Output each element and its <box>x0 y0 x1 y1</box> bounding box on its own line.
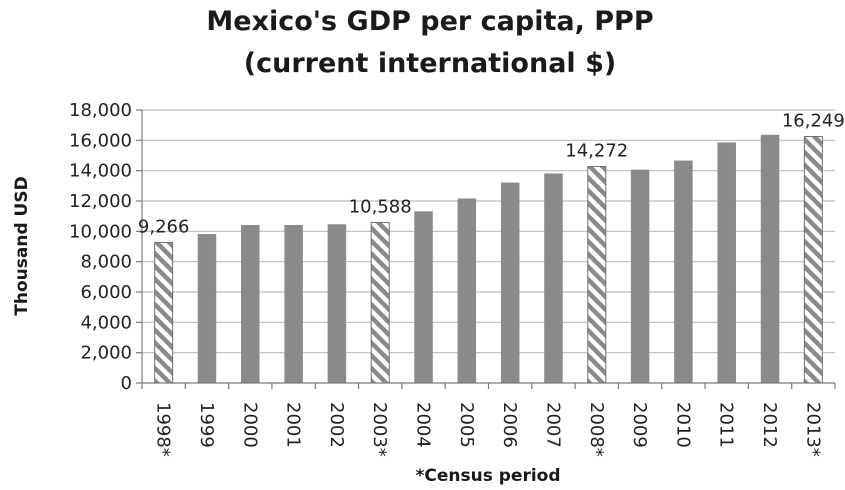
x-tick-label: 2007 <box>542 402 563 448</box>
x-tick-label: 2000 <box>239 402 260 448</box>
x-tick-label: 2003* <box>369 402 390 457</box>
bar-2001 <box>284 225 303 384</box>
y-tick-label: 16,000 <box>69 130 132 151</box>
bar-2010 <box>674 160 693 384</box>
data-label: 16,249 <box>782 111 845 132</box>
bar-2007 <box>544 173 563 384</box>
bar-census-2003 <box>370 221 390 384</box>
bar-2009 <box>630 169 650 384</box>
axes <box>136 109 836 389</box>
x-tick-label: 2012 <box>759 402 780 448</box>
y-tick-label: 6,000 <box>80 282 132 303</box>
bars <box>154 134 823 384</box>
chart-title-line-2: (current international $) <box>244 48 616 79</box>
y-tick-label: 10,000 <box>69 221 132 242</box>
x-tick-label: 2011 <box>716 402 737 448</box>
chart-title-line-1: Mexico's GDP per capita, PPP <box>206 6 653 37</box>
bar-census-2008 <box>587 166 607 384</box>
x-tick-label: 2006 <box>499 402 520 448</box>
bar-2006 <box>500 182 520 384</box>
x-tick-label: 1999 <box>196 402 217 448</box>
bar-2011 <box>717 142 736 384</box>
x-tick-label: 1998* <box>153 402 174 457</box>
y-tick-label: 8,000 <box>80 252 132 273</box>
bar-2002 <box>327 224 347 384</box>
x-tick-label: 2009 <box>629 402 650 448</box>
bar-census-2013 <box>803 136 823 384</box>
x-tick-label: 2004 <box>413 402 434 448</box>
y-tick-label: 0 <box>121 373 132 394</box>
bar-census-1998 <box>154 241 174 384</box>
x-tick-label: 2008* <box>586 402 607 457</box>
data-label: 9,266 <box>138 216 190 237</box>
y-tick-labels: 0 2,000 4,000 6,000 8,000 10,000 12,000 14,000 1… <box>69 100 132 394</box>
data-label: 14,272 <box>565 141 628 162</box>
x-tick-label: 2013* <box>802 402 823 457</box>
x-tick-label: 2005 <box>456 402 477 448</box>
bar-2005 <box>457 198 477 384</box>
y-tick-label: 18,000 <box>69 100 132 121</box>
data-label: 10,588 <box>349 196 412 217</box>
x-tick-labels: 1998* 1999 2000 2001 2002 2003* 2004 2005 2006 20… <box>153 402 824 457</box>
x-axis-label: *Census period <box>415 466 560 486</box>
x-tick-label: 2010 <box>672 402 693 448</box>
y-tick-label: 12,000 <box>69 191 132 212</box>
bar-1999 <box>197 234 217 384</box>
y-tick-label: 2,000 <box>80 343 132 364</box>
bar-2000 <box>241 225 260 384</box>
bar-2012 <box>760 134 780 384</box>
y-axis-label: Thousand USD <box>12 176 32 315</box>
y-tick-label: 14,000 <box>69 161 132 182</box>
y-tick-label: 4,000 <box>80 312 132 333</box>
x-tick-label: 2001 <box>283 402 304 448</box>
data-labels: 9,266 10,588 14,272 16,249 <box>138 111 845 238</box>
x-tick-label: 2002 <box>326 402 347 448</box>
bar-2004 <box>414 211 433 384</box>
